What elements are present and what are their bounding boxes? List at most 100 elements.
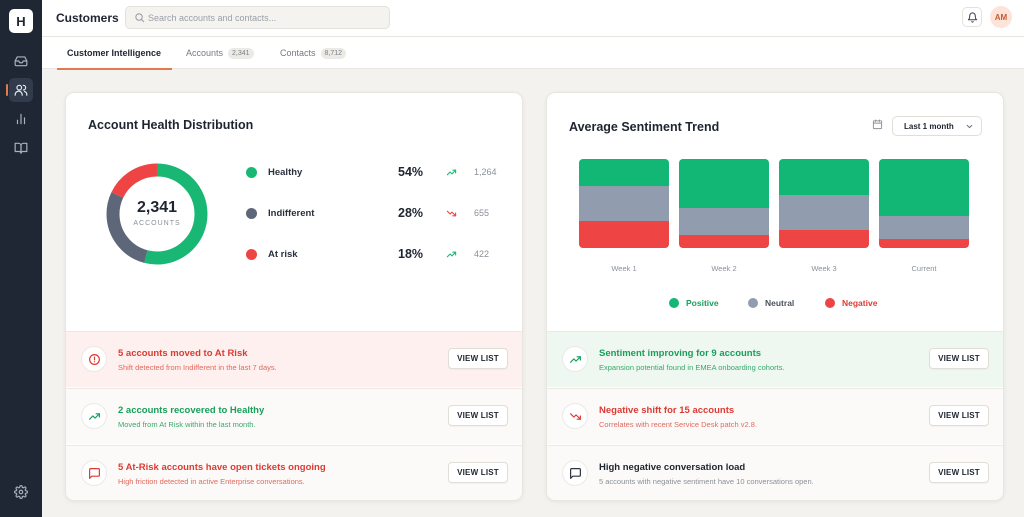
alert-subtitle: Moved from At Risk within the last month… [118, 420, 256, 429]
legend-label: Healthy [268, 166, 303, 178]
alert-negative-conversation-load: High negative conversation load 5 accoun… [547, 445, 1003, 500]
legend-count: 1,264 [474, 167, 497, 177]
donut-segment-at-risk [106, 163, 208, 265]
top-header: Customers AM [42, 0, 1024, 37]
card-title: Account Health Distribution [88, 118, 254, 132]
alert-icon-wrap [81, 403, 107, 429]
view-list-button[interactable]: VIEW LIST [929, 405, 989, 426]
bar-segment-neutral [779, 194, 869, 231]
donut-total: 2,341 [137, 199, 177, 216]
tab-bar: Customer Intelligence Accounts 2,341 Con… [42, 37, 1024, 70]
inbox-icon [14, 56, 28, 67]
legend-row-at-risk: At risk 18% 422 [246, 244, 496, 264]
donut-total-label: ACCOUNTS [133, 220, 180, 227]
legend-dot [246, 166, 257, 178]
trending-down-icon [569, 412, 581, 420]
legend-dot [825, 298, 835, 308]
alert-icon-wrap [81, 346, 107, 372]
page-title: Customers [56, 11, 119, 25]
date-range-value: Last 1 month [904, 121, 954, 131]
view-list-button[interactable]: VIEW LIST [448, 462, 508, 483]
legend-row-indifferent: Indifferent 28% 655 [246, 203, 496, 223]
sentiment-bar-current [879, 159, 969, 248]
alert-icon-wrap [562, 346, 588, 372]
legend-percent: 28% [398, 206, 424, 220]
chevron-down-icon [966, 124, 973, 129]
alert-sentiment-improving: Sentiment improving for 9 accounts Expan… [547, 331, 1003, 387]
legend-neutral: Neutral [748, 297, 794, 309]
alert-title: 5 accounts moved to At Risk [118, 348, 248, 359]
view-list-button[interactable]: VIEW LIST [448, 405, 508, 426]
bar-category-label: Week 3 [811, 264, 837, 273]
alert-subtitle: High friction detected in active Enterpr… [118, 477, 305, 486]
tab-contacts[interactable]: Contacts 8,712 [280, 37, 347, 69]
alert-subtitle: Correlates with recent Service Desk patc… [599, 420, 757, 429]
bar-category-label: Current [911, 264, 937, 273]
sentiment-bar-week-2 [679, 159, 769, 248]
trending-down-icon [446, 210, 457, 217]
users-icon [14, 84, 28, 96]
bar-segment-neutral [879, 215, 969, 240]
sidebar-item-customers[interactable] [6, 78, 33, 102]
legend-dot [246, 248, 257, 260]
app-logo[interactable]: H [9, 9, 33, 33]
bar-segment-positive [679, 159, 769, 208]
legend-label: Negative [842, 298, 878, 308]
trending-up-icon [446, 169, 457, 176]
tab-accounts[interactable]: Accounts 2,341 [186, 37, 254, 69]
bar-segment-neutral [679, 207, 769, 235]
legend-label: Neutral [765, 298, 795, 308]
legend-dot [669, 298, 679, 308]
sentiment-bar-week-3 [779, 159, 869, 248]
legend-count: 422 [474, 249, 490, 259]
account-health-card: Account Health Distribution 2,341 ACCOUN… [65, 92, 523, 501]
search-icon [135, 13, 145, 23]
sidebar-item-knowledge[interactable] [9, 136, 33, 160]
legend-percent: 54% [398, 165, 424, 179]
sidebar-item-settings[interactable] [9, 480, 33, 504]
tab-customer-intelligence[interactable]: Customer Intelligence [56, 37, 173, 70]
alert-open-tickets: 5 At-Risk accounts have open tickets ong… [66, 445, 522, 500]
bar-segment-positive [579, 159, 669, 186]
trending-up-icon [446, 251, 457, 258]
sidebar-item-reports[interactable] [9, 107, 33, 131]
alert-title: Negative shift for 15 accounts [599, 405, 735, 416]
alert-icon-wrap [81, 460, 107, 486]
legend-count: 655 [474, 208, 490, 218]
view-list-button[interactable]: VIEW LIST [448, 348, 508, 369]
alert-recovered-to-healthy: 2 accounts recovered to Healthy Moved fr… [66, 388, 522, 444]
tab-label: Customer Intelligence [67, 48, 162, 58]
alert-title: High negative conversation load [599, 462, 746, 473]
tab-label: Accounts [186, 48, 224, 58]
legend-dot [246, 207, 257, 219]
view-list-button[interactable]: VIEW LIST [929, 348, 989, 369]
alert-subtitle: Expansion potential found in EMEA onboar… [599, 363, 785, 372]
notifications-button[interactable] [962, 7, 982, 27]
trending-up-icon [569, 355, 581, 363]
date-range-select[interactable]: Last 1 month [892, 116, 982, 136]
bar-category-label: Week 2 [711, 264, 737, 273]
chat-icon [569, 467, 581, 479]
view-list-button[interactable]: VIEW LIST [929, 462, 989, 483]
bar-chart-icon [16, 113, 26, 125]
search-box[interactable] [125, 6, 390, 29]
trending-up-icon [88, 412, 100, 420]
bar-segment-positive [879, 159, 969, 216]
gear-icon [14, 485, 28, 499]
legend-dot [748, 298, 758, 308]
search-input[interactable] [148, 7, 384, 28]
tab-count-badge: 2,341 [228, 47, 254, 59]
legend-label: At risk [268, 248, 298, 260]
user-avatar[interactable]: AM [990, 6, 1012, 28]
sentiment-bar-week-1 [579, 159, 669, 248]
alert-moved-to-at-risk: 5 accounts moved to At Risk Shift detect… [66, 331, 522, 387]
legend-row-healthy: Healthy 54% 1,264 [246, 162, 497, 182]
sidebar-item-inbox[interactable] [9, 49, 33, 73]
bar-segment-negative [779, 230, 869, 248]
legend-percent: 18% [398, 247, 424, 261]
alert-negative-shift: Negative shift for 15 accounts Correlate… [547, 388, 1003, 444]
tab-count-badge: 8,712 [320, 47, 347, 59]
book-icon [14, 142, 28, 154]
bar-segment-neutral [579, 185, 669, 222]
alert-subtitle: 5 accounts with negative sentiment have … [599, 477, 814, 486]
